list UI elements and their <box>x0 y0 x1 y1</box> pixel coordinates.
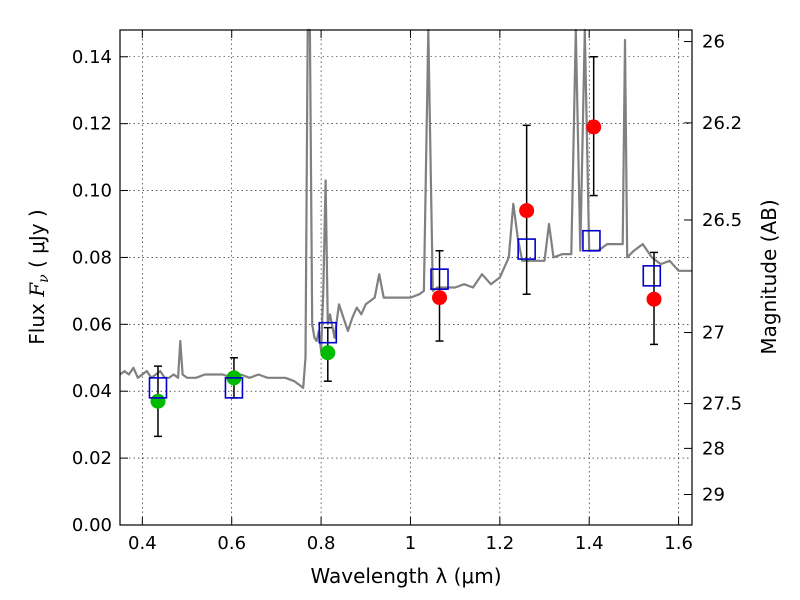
x-tick-label: 1.6 <box>664 533 693 554</box>
red-flux-point <box>586 119 602 135</box>
model-flux-square <box>642 265 662 287</box>
model-flux-square <box>430 268 449 290</box>
y-axis-title: Flux Fν ( μJy ) <box>25 209 52 344</box>
y2-tick-label: 28 <box>702 438 725 459</box>
y-tick-label: 0.02 <box>72 448 112 469</box>
plot-frame <box>119 29 693 526</box>
model-flux-square <box>517 238 536 260</box>
data-markers <box>148 119 662 409</box>
y2-tick-label: 29 <box>702 484 725 505</box>
y-axis-title-prefix: Flux <box>25 297 49 345</box>
y-axis-title-symbol: F <box>25 282 49 298</box>
x-tick-label: 0.6 <box>217 533 246 554</box>
x-axis-title: Wavelength λ (μm) <box>310 564 501 588</box>
y2-tick-label: 26.2 <box>702 113 742 134</box>
y2-tick-label: 26 <box>702 32 725 53</box>
y-tick-label: 0.00 <box>72 515 112 536</box>
y-axis-title-unit: ( μJy ) <box>25 209 49 274</box>
model-flux-square <box>224 377 244 399</box>
y-tick-label: 0.08 <box>72 247 112 268</box>
x-tick-label: 0.4 <box>128 533 157 554</box>
y2-tick-label: 27 <box>702 323 725 344</box>
y2-axis-title: Magnitude (AB) <box>757 199 781 354</box>
model-flux-square <box>318 321 338 344</box>
y-tick-label: 0.10 <box>72 181 112 202</box>
plot-area <box>120 30 692 525</box>
x-tick-label: 1.4 <box>575 533 604 554</box>
x-tick-label: 1.2 <box>486 533 515 554</box>
y-tick-label: 0.14 <box>72 47 112 68</box>
red-flux-point <box>519 203 535 219</box>
y-tick-label: 0.04 <box>72 381 112 402</box>
model-flux-square <box>582 229 601 252</box>
axis-ticks: 0.4 0.6 0.8 1 1.2 1.4 1.6 0.00 0.02 0.04 0.06 0.08 0… <box>72 30 742 554</box>
red-flux-point <box>432 290 448 306</box>
y-axis-title-subscript: ν <box>36 274 52 283</box>
model-flux-square <box>148 377 168 399</box>
y-tick-label: 0.12 <box>72 114 112 135</box>
y2-tick-label: 26.5 <box>702 210 742 231</box>
green-flux-point <box>150 393 166 409</box>
x-tick-label: 1 <box>405 533 416 554</box>
x-tick-label: 0.8 <box>307 533 336 554</box>
y-tick-label: 0.06 <box>72 314 112 335</box>
green-flux-point <box>320 345 336 361</box>
y2-tick-label: 27.5 <box>702 394 742 415</box>
red-flux-point <box>646 291 662 307</box>
